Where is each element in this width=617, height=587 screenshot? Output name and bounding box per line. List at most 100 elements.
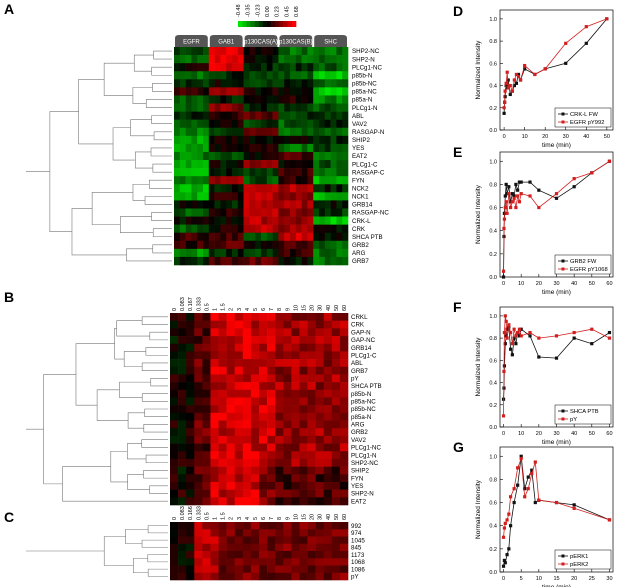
panel-c-dendrogram-rows <box>26 525 168 577</box>
heatmap-cell <box>218 551 227 559</box>
heatmap-cell <box>185 248 192 258</box>
data-point <box>504 334 508 338</box>
heatmap-cell <box>291 366 300 375</box>
heatmap-cell <box>197 127 204 137</box>
color-scale-cell <box>258 21 264 27</box>
heatmap-cell <box>278 71 285 80</box>
heatmap-cell <box>307 313 316 321</box>
data-point <box>503 100 507 104</box>
data-point <box>510 89 514 93</box>
heatmap-cell <box>194 522 203 530</box>
data-point <box>507 512 511 516</box>
heatmap-cell <box>278 232 285 242</box>
heatmap-cell <box>336 240 343 250</box>
color-scale-label: -0.48 <box>236 4 242 17</box>
time-label: 60 <box>342 305 348 311</box>
heatmap-cell <box>218 481 227 490</box>
heatmap-cell <box>301 240 308 250</box>
data-point <box>506 78 510 82</box>
dendrogram-branch <box>144 408 168 417</box>
heatmap-cell <box>242 405 252 414</box>
heatmap-cell <box>272 111 279 120</box>
heatmap-cell <box>242 435 252 444</box>
heatmap-cell <box>342 111 349 120</box>
heatmap-cell <box>291 374 300 383</box>
heatmap-cell <box>178 451 187 460</box>
heatmap-cell <box>319 240 326 250</box>
heatmap-cell <box>261 63 268 72</box>
heatmap-cell <box>170 565 179 574</box>
data-point <box>526 475 530 479</box>
heatmap-cell <box>336 176 343 185</box>
heatmap-cell <box>307 551 316 559</box>
heatmap-cell <box>330 95 337 104</box>
data-point <box>512 83 516 88</box>
heatmap-cell <box>261 184 268 193</box>
heatmap-cell <box>232 160 239 169</box>
heatmap-cell <box>342 79 349 88</box>
time-label: 4 <box>245 308 251 311</box>
heatmap-cell <box>242 443 252 452</box>
heatmap-cell <box>315 389 325 398</box>
heatmap-cell <box>342 184 349 193</box>
heatmap-cell <box>226 63 233 72</box>
heatmap-cell <box>218 522 227 530</box>
heatmap-cell <box>226 374 236 383</box>
heatmap-cell <box>203 168 210 177</box>
y-tick-label: 0.6 <box>489 206 497 212</box>
heatmap-cell <box>259 481 268 490</box>
data-point <box>510 192 514 196</box>
row-label: 845 <box>351 545 362 552</box>
heatmap-cell <box>313 216 320 225</box>
data-point <box>530 472 534 476</box>
data-point <box>519 334 523 338</box>
time-label: 20 <box>310 305 316 311</box>
heatmap-cell <box>249 95 256 104</box>
heatmap-cell <box>249 200 256 209</box>
heatmap-cell <box>202 366 211 375</box>
heatmap-cell <box>342 63 349 72</box>
heatmap-cell <box>185 127 192 137</box>
heatmap-cell <box>194 428 203 437</box>
heatmap-cell <box>242 497 252 506</box>
heatmap-cell <box>186 328 195 337</box>
heatmap-cell <box>220 176 227 185</box>
heatmap-cell <box>194 565 203 574</box>
heatmap-cell <box>275 328 284 337</box>
y-tick-label: 0.6 <box>489 61 497 67</box>
heatmap-cell <box>186 405 195 414</box>
heatmap-cell <box>170 543 179 552</box>
heatmap-cell <box>186 481 195 490</box>
heatmap-cell <box>259 536 268 545</box>
heatmap-cell <box>242 481 252 490</box>
heatmap-cell <box>336 232 343 242</box>
row-label: SHP2-N <box>352 56 375 63</box>
heatmap-cell <box>178 572 187 581</box>
y-tick-label: 0.2 <box>489 547 497 553</box>
heatmap-cell <box>170 529 179 537</box>
y-tick-label: 0.2 <box>489 252 497 258</box>
heatmap-cell <box>179 119 186 129</box>
heatmap-cell <box>319 143 326 153</box>
heatmap-cell <box>232 192 239 201</box>
heatmap-cell <box>202 359 211 368</box>
x-axis-label: time (min) <box>542 142 571 149</box>
heatmap-cell <box>323 366 333 375</box>
heatmap-cell <box>203 192 210 201</box>
heatmap-cell <box>290 200 297 209</box>
heatmap-cell <box>214 200 221 209</box>
data-point <box>502 558 507 563</box>
heatmap-cell <box>315 359 325 368</box>
row-label: YES <box>351 483 363 490</box>
time-label: 4 <box>245 517 251 520</box>
heatmap-cell <box>179 95 186 104</box>
heatmap-cell <box>339 458 349 467</box>
heatmap-cell <box>291 412 300 421</box>
heatmap-cell <box>283 428 292 437</box>
heatmap-cell <box>259 428 268 437</box>
heatmap-cell <box>278 103 285 112</box>
data-point <box>508 200 513 204</box>
heatmap-cell <box>179 47 186 56</box>
heatmap-cell <box>186 451 195 460</box>
